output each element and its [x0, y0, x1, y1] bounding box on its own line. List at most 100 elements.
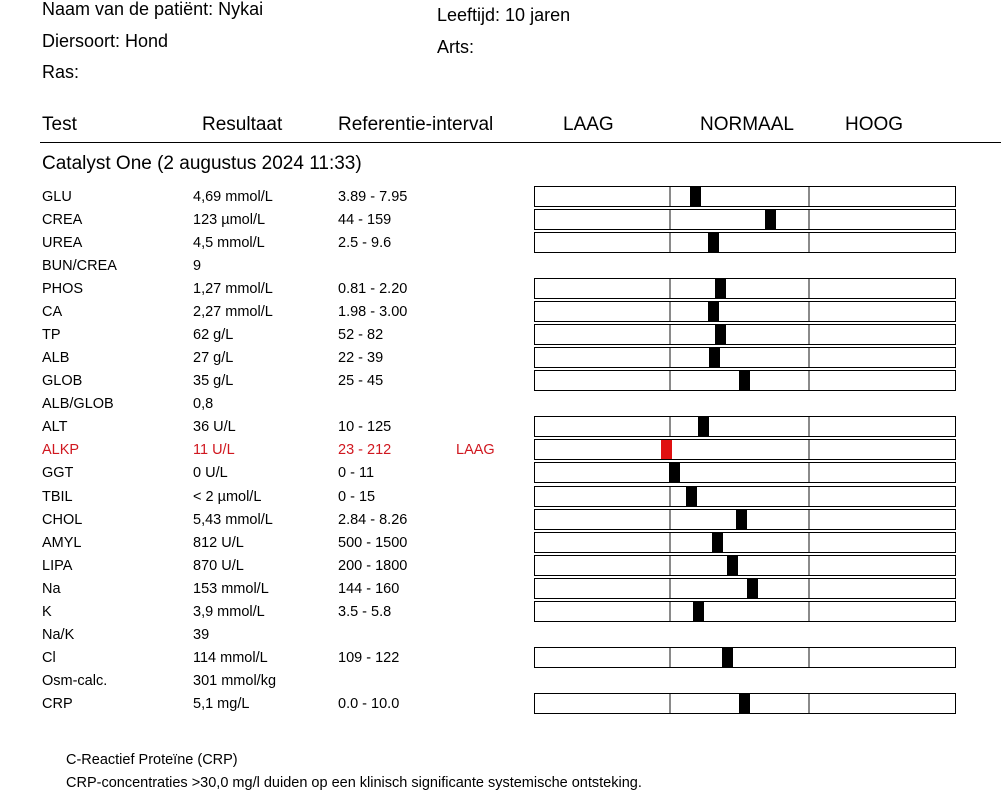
- reference-interval: 0 - 11: [338, 465, 375, 482]
- range-bar: [534, 370, 956, 392]
- reference-interval: 144 - 160: [338, 580, 400, 597]
- test-name: TBIL: [42, 488, 73, 505]
- result-value: 1,27 mmol/L: [193, 281, 273, 298]
- breed: Ras:: [42, 62, 80, 82]
- range-bar-divider: [669, 647, 671, 667]
- header-divider: [40, 142, 1001, 143]
- table-row: CA 2,27 mmol/L 1.98 - 3.00: [0, 300, 1001, 323]
- range-bar-divider: [669, 302, 671, 322]
- range-bar: [534, 692, 956, 714]
- range-bar-divider: [808, 210, 810, 230]
- result-value: 4,5 mmol/L: [193, 235, 265, 252]
- table-row: K 3,9 mmol/L 3.5 - 5.8: [0, 600, 1001, 623]
- test-name: GLU: [42, 189, 72, 205]
- result-value: 5,1 mg/L: [193, 695, 250, 712]
- result-value: 27 g/L: [193, 350, 234, 367]
- range-bar: [534, 508, 956, 530]
- species: Diersoort: Hond: [42, 31, 169, 51]
- range-bar: [534, 646, 956, 668]
- result-marker: [714, 279, 726, 299]
- range-bar: [534, 232, 956, 254]
- table-row: Cl 114 mmol/L 109 - 122: [0, 646, 1001, 669]
- range-bar-divider: [808, 348, 810, 368]
- test-name: Cl: [42, 649, 56, 666]
- range-bar-divider: [808, 555, 810, 575]
- reference-interval: 44 - 159: [338, 212, 392, 229]
- status-flag: LAAG: [456, 442, 495, 459]
- table-row: Na/K 39: [0, 623, 1001, 646]
- reference-interval: 1.98 - 3.00: [338, 304, 408, 321]
- test-name: ALT: [42, 419, 68, 436]
- result-value: 812 U/L: [193, 534, 244, 551]
- patient-name: Naam van de patiënt: Nykai: [42, 0, 264, 19]
- result-marker: [707, 302, 719, 322]
- test-name: CA: [42, 304, 63, 321]
- reference-interval: 200 - 1800: [338, 557, 408, 574]
- range-bar-divider: [808, 509, 810, 529]
- test-name: Na/K: [42, 626, 75, 643]
- range-bar-divider: [808, 601, 810, 621]
- table-row: UREA 4,5 mmol/L 2.5 - 9.6: [0, 231, 1001, 254]
- test-name: CRP: [42, 695, 73, 712]
- table-row: ALT 36 U/L 10 - 125: [0, 415, 1001, 438]
- table-row: CRP 5,1 mg/L 0.0 - 10.0: [0, 692, 1001, 715]
- reference-interval: 2.5 - 9.6: [338, 235, 392, 252]
- range-bar-divider: [808, 463, 810, 483]
- range-bar: [534, 186, 956, 207]
- range-bar-divider: [808, 532, 810, 552]
- range-bar-divider: [808, 417, 810, 437]
- range-bar-divider: [669, 601, 671, 621]
- range-bar-divider: [669, 509, 671, 529]
- result-marker: [721, 647, 733, 667]
- range-bar: [534, 577, 956, 599]
- column-header-low: LAAG: [563, 114, 614, 135]
- result-marker: [685, 486, 697, 506]
- test-name: GLOB: [42, 373, 83, 390]
- result-value: 3,9 mmol/L: [193, 603, 265, 620]
- range-bar-divider: [669, 578, 671, 598]
- range-bar-divider: [808, 302, 810, 322]
- test-name: AMYL: [42, 534, 82, 551]
- column-header-high: HOOG: [845, 114, 904, 135]
- reference-interval: 23 - 212: [338, 442, 392, 459]
- range-bar-divider: [669, 371, 671, 391]
- result-marker: [714, 325, 726, 345]
- result-marker: [764, 210, 776, 230]
- test-name: Osm-calc.: [42, 672, 108, 689]
- table-row: PHOS 1,27 mmol/L 0.81 - 2.20: [0, 277, 1001, 300]
- reference-interval: 52 - 82: [338, 327, 384, 344]
- range-bar-divider: [669, 417, 671, 437]
- range-bar-divider: [808, 647, 810, 667]
- test-name: BUN/CREA: [42, 258, 117, 275]
- result-marker: [692, 601, 704, 621]
- result-value: 123 µmol/L: [193, 212, 266, 229]
- table-row: AMYL 812 U/L 500 - 1500: [0, 531, 1001, 554]
- range-bar: [534, 600, 956, 622]
- result-marker: [707, 233, 719, 253]
- test-name: LIPA: [42, 557, 73, 574]
- result-marker: [738, 693, 750, 713]
- column-header-normal: NORMAAL: [700, 114, 794, 135]
- table-row: GLU 4,69 mmol/L 3.89 - 7.95: [0, 185, 1001, 208]
- range-bar-divider: [808, 693, 810, 713]
- patient-age: Leeftijd: 10 jaren: [437, 5, 571, 25]
- reference-interval: 0 - 15: [338, 488, 376, 505]
- result-value: 2,27 mmol/L: [193, 304, 273, 321]
- range-bar-divider: [669, 348, 671, 368]
- table-row: Osm-calc. 301 mmol/kg: [0, 669, 1001, 692]
- table-row: ALKP 11 U/L 23 - 212 LAAG: [0, 438, 1001, 461]
- result-value: 5,43 mmol/L: [193, 511, 273, 528]
- result-marker: [735, 509, 747, 529]
- result-value: 0,8: [193, 396, 214, 413]
- reference-interval: 25 - 45: [338, 373, 384, 390]
- range-bar-divider: [669, 325, 671, 345]
- range-bar: [534, 416, 956, 438]
- result-marker: [689, 187, 701, 206]
- reference-interval: 3.89 - 7.95: [338, 189, 408, 205]
- range-bar-divider: [808, 279, 810, 299]
- result-marker: [660, 440, 672, 460]
- result-value: 114 mmol/L: [193, 649, 268, 666]
- range-bar-divider: [669, 486, 671, 506]
- result-value: 153 mmol/L: [193, 580, 269, 597]
- column-header-reference: Referentie-interval: [338, 114, 494, 135]
